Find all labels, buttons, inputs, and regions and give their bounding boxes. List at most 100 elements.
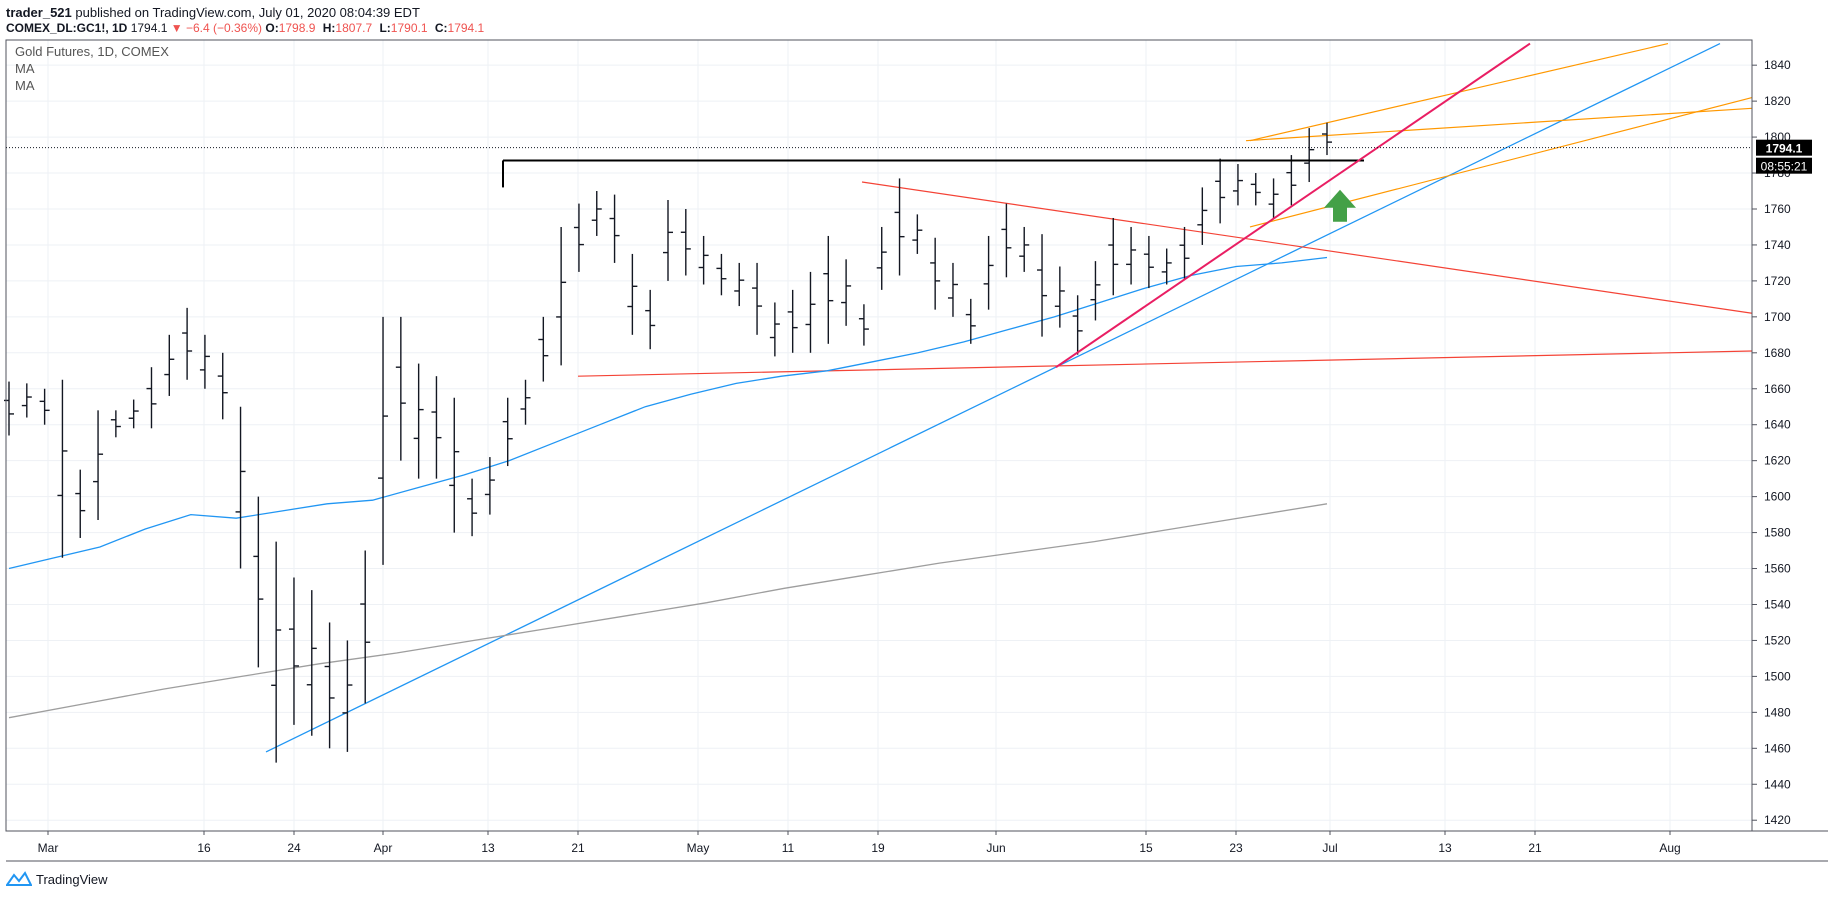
price-bar — [769, 302, 780, 357]
price-bar — [1072, 295, 1083, 355]
price-bar — [645, 289, 656, 350]
y-tick-label: 1740 — [1764, 238, 1791, 252]
price-bar — [591, 191, 602, 236]
price-bar — [395, 316, 406, 461]
price-bar — [217, 352, 228, 420]
countdown-label: 08:55:21 — [1761, 160, 1808, 174]
x-tick-label: 24 — [287, 841, 301, 855]
price-bar — [1250, 173, 1261, 206]
last-price-label: 1794.1 — [1766, 142, 1803, 156]
price-bar — [573, 203, 584, 272]
tradingview-brand[interactable]: TradingView — [6, 871, 108, 887]
x-tick-label: 16 — [197, 841, 211, 855]
price-bar — [128, 399, 139, 429]
price-bar — [360, 550, 371, 704]
x-tick-label: 21 — [571, 841, 585, 855]
open-label: O: — [265, 21, 279, 35]
y-tick-label: 1440 — [1764, 777, 1791, 791]
price-bar — [431, 376, 442, 479]
y-tick-label: 1500 — [1764, 669, 1791, 683]
price-bar — [1126, 226, 1137, 285]
price-bar — [627, 253, 638, 335]
publish-text: published on TradingView.com, July 01, 2… — [75, 5, 420, 20]
moving-averages — [8, 256, 1328, 719]
ohlc-header: COMEX_DL:GC1!, 1D 1794.1 ▼ −6.4 (−0.36%)… — [6, 21, 488, 35]
author-name[interactable]: trader_521 — [6, 5, 72, 20]
x-tick-label: 15 — [1139, 841, 1153, 855]
price-bar — [556, 226, 567, 366]
price-bar — [1197, 187, 1208, 245]
price-bar — [1286, 155, 1297, 206]
price-labels: 1794.1 08:55:21 — [6, 139, 1812, 174]
price-bar — [484, 457, 495, 515]
price-bar — [947, 262, 958, 317]
brand-name: TradingView — [36, 871, 108, 887]
y-tick-label: 1580 — [1764, 526, 1791, 540]
x-tick-label: Apr — [374, 841, 393, 855]
x-tick-label: 13 — [481, 841, 495, 855]
price-bar — [39, 388, 50, 425]
price-bar — [449, 397, 460, 533]
high-value: 1807.7 — [335, 21, 373, 35]
legend-ma-1[interactable]: MA — [15, 61, 35, 76]
price-bar — [342, 640, 353, 752]
price-bar — [1232, 164, 1243, 206]
price-bar — [841, 259, 852, 326]
x-tick-label: Aug — [1659, 841, 1680, 855]
price-bar — [253, 496, 264, 668]
price-bar — [467, 478, 478, 537]
x-tick-label: 23 — [1229, 841, 1243, 855]
y-tick-label: 1680 — [1764, 346, 1791, 360]
x-tick-label: Mar — [38, 841, 59, 855]
y-tick-label: 1520 — [1764, 633, 1791, 647]
price-bar — [57, 379, 68, 558]
ma-short-line — [8, 256, 1328, 570]
price-bar — [716, 253, 727, 296]
y-tick-label: 1540 — [1764, 597, 1791, 611]
price-bar — [502, 397, 513, 467]
price-bar — [680, 208, 691, 276]
legend-ma-2[interactable]: MA — [15, 78, 35, 93]
price-bar — [609, 194, 620, 263]
price-bar — [93, 410, 104, 520]
trendline-long — [265, 43, 1721, 753]
price-bar — [912, 214, 923, 254]
price-bar — [1143, 235, 1154, 289]
axes: 1420 1440 1460 1480 1500 1520 1540 1560 1580 1600… — [5, 39, 1828, 862]
y-tick-label: 1420 — [1764, 813, 1791, 827]
price-bar — [1268, 178, 1279, 218]
trendline-drawings — [502, 42, 1531, 369]
price-bar — [1001, 203, 1012, 278]
y-tick-label: 1620 — [1764, 454, 1791, 468]
price-bar — [1019, 226, 1030, 272]
y-tick-label: 1820 — [1764, 94, 1791, 108]
x-tick-label: 21 — [1528, 841, 1542, 855]
y-tick-label: 1560 — [1764, 562, 1791, 576]
price-bar — [75, 469, 86, 538]
price-bar — [306, 590, 317, 736]
y-tick-label: 1840 — [1764, 58, 1791, 72]
y-tick-label: 1720 — [1764, 274, 1791, 288]
price-bar — [734, 262, 745, 307]
price-bar — [288, 577, 299, 725]
price-bar — [1161, 248, 1172, 285]
close-label: C: — [434, 21, 448, 35]
open-value: 1798.9 — [278, 21, 316, 35]
price-bar — [965, 298, 976, 344]
price-bar — [1179, 226, 1190, 280]
x-tick-label: Jun — [986, 841, 1005, 855]
price-bar — [823, 235, 834, 344]
price-bar — [164, 334, 175, 396]
x-tick-label: Jul — [1322, 841, 1337, 855]
triangle-upper-line — [861, 181, 1753, 314]
drawings — [265, 43, 1753, 753]
up-arrow-icon — [1324, 189, 1356, 222]
ticker-symbol: COMEX_DL:GC1!, 1D — [6, 21, 128, 35]
price-bar — [324, 622, 335, 749]
last-price-box — [1756, 139, 1812, 156]
price-bar — [930, 237, 941, 310]
price-bar — [752, 262, 763, 335]
trendline-steep — [1055, 42, 1531, 369]
y-tick-label: 1600 — [1764, 490, 1791, 504]
